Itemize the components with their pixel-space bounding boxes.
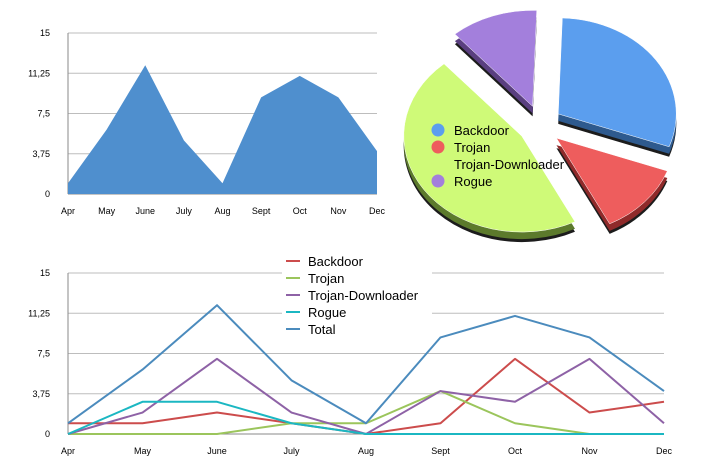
legend-label: Total	[308, 322, 336, 337]
legend-marker	[431, 174, 445, 188]
series-line	[67, 400, 664, 435]
x-tick-label: July	[283, 446, 300, 456]
pie-slice	[555, 137, 668, 225]
legend-marker	[431, 140, 445, 154]
y-tick-label: 11,25	[28, 308, 50, 318]
x-tick-label: May	[98, 206, 116, 216]
x-tick-label: Nov	[330, 206, 347, 216]
legend-label: Backdoor	[308, 254, 364, 269]
legend-marker	[431, 157, 445, 171]
x-tick-label: Sept	[252, 206, 271, 216]
legend-marker	[431, 123, 445, 137]
x-tick-label: Apr	[61, 206, 75, 216]
series-line	[68, 390, 664, 435]
series-line	[67, 304, 665, 425]
x-tick-label: May	[134, 446, 152, 456]
x-tick-label: Nov	[581, 446, 598, 456]
x-tick-label: June	[135, 206, 155, 216]
x-tick-label: June	[207, 446, 227, 456]
pie-chart: Backdoor Trojan Trojan-Downloader Rogue	[403, 10, 677, 243]
y-tick-label: 15	[40, 28, 50, 38]
pie-slice	[454, 10, 537, 107]
legend-label: Rogue	[308, 305, 346, 320]
y-tick-label: 0	[45, 189, 50, 199]
x-tick-label: Sept	[431, 446, 450, 456]
x-tick-label: Dec	[369, 206, 386, 216]
x-tick-label: Oct	[293, 206, 308, 216]
y-tick-label: 0	[45, 429, 50, 439]
legend-label: Backdoor	[454, 123, 510, 138]
pie-slice	[557, 17, 677, 148]
area-chart: 0 3,75 7,5 11,25 15 Apr May June July Aug Sept Oct N…	[28, 28, 385, 216]
x-tick-label: Dec	[656, 446, 673, 456]
y-tick-label: 3,75	[32, 389, 50, 399]
legend-label: Trojan-Downloader	[308, 288, 419, 303]
legend-label: Rogue	[454, 174, 492, 189]
y-tick-label: 15	[40, 268, 50, 278]
area-series	[68, 65, 377, 194]
y-tick-label: 3,75	[32, 149, 50, 159]
x-tick-label: Oct	[508, 446, 523, 456]
y-tick-label: 11,25	[28, 68, 50, 78]
legend-box	[282, 252, 432, 340]
line-chart: 0 3,75 7,5 11,25 15 Apr May June July Aug Sept Oct N…	[28, 252, 672, 456]
x-tick-label: July	[176, 206, 193, 216]
x-tick-label: Aug	[358, 446, 374, 456]
y-tick-label: 7,5	[37, 109, 50, 119]
legend-label: Trojan-Downloader	[454, 157, 565, 172]
legend-label: Trojan	[454, 140, 490, 155]
legend-label: Trojan	[308, 271, 344, 286]
pie-slice	[403, 63, 576, 233]
x-tick-label: Apr	[61, 446, 75, 456]
x-tick-label: Aug	[214, 206, 230, 216]
y-tick-label: 7,5	[37, 349, 50, 359]
